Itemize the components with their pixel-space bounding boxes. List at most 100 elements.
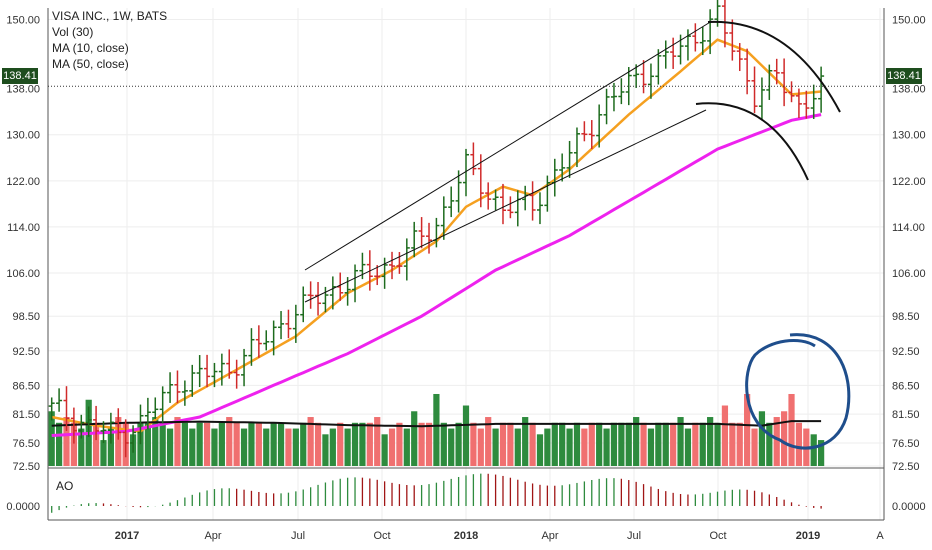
volume-bar <box>448 428 455 466</box>
legend-ma50: MA (50, close) <box>52 57 129 71</box>
volume-bar <box>292 428 299 466</box>
volume-bar <box>529 422 536 466</box>
x-tick-label: Oct <box>373 530 390 542</box>
price-bars <box>48 0 825 458</box>
y-tick-label: 92.50 <box>892 346 920 358</box>
y-tick-label: 106.00 <box>6 268 40 280</box>
volume-bar <box>788 393 795 466</box>
volume-bar <box>63 417 70 466</box>
y-tick-label: 150.00 <box>892 15 926 27</box>
y-tick-label: 122.00 <box>892 176 926 188</box>
volume-bar <box>662 422 669 466</box>
volume-bar <box>152 417 159 466</box>
volume-bar <box>270 422 277 466</box>
volume-bar <box>514 428 521 466</box>
ao-tick-label: 0.0000 <box>892 501 926 513</box>
legend-symbol: VISA INC., 1W, BATS <box>52 9 168 23</box>
x-tick-label: Apr <box>541 530 558 542</box>
volume-bar <box>433 393 440 466</box>
legend-ma10: MA (10, close) <box>52 41 129 55</box>
y-tick-label: 98.50 <box>892 311 920 323</box>
volume-bar <box>758 411 766 466</box>
volume-bar <box>477 428 484 466</box>
volume-bar <box>507 422 514 466</box>
volume-bar <box>721 405 729 466</box>
volume-bar <box>344 428 351 466</box>
volume-bar <box>189 428 196 466</box>
y-tick-label: 92.50 <box>12 346 40 358</box>
volume-bar <box>729 422 736 466</box>
x-tick-label: 2019 <box>796 530 820 542</box>
price-tag-right: 138.41 <box>886 68 922 84</box>
volume-bar <box>618 422 625 466</box>
volume-bar <box>359 422 366 466</box>
volume-bar <box>218 422 225 466</box>
x-tick-label: Jul <box>291 530 305 542</box>
volume-bar <box>536 434 544 466</box>
volume-bar <box>581 428 588 466</box>
volume-bar <box>144 422 151 466</box>
volume-bar <box>492 428 499 466</box>
volume-bar <box>781 411 788 466</box>
volume-bar <box>736 422 743 466</box>
y-tick-label: 98.50 <box>12 311 40 323</box>
x-tick-label: Jul <box>627 530 641 542</box>
volume-bar <box>314 422 322 466</box>
volume-bar <box>181 422 188 466</box>
volume-bar <box>226 417 233 466</box>
volume-bar <box>329 428 336 466</box>
volume-bar <box>285 428 292 466</box>
ao-tick-label: 0.0000 <box>6 501 40 513</box>
x-tick-label: Oct <box>709 530 726 542</box>
channel-lower-line <box>304 109 707 303</box>
y-tick-label: 138.00 <box>6 84 40 96</box>
volume-bar <box>744 393 751 466</box>
volume-bar <box>337 422 344 466</box>
volume-bar <box>647 428 655 466</box>
y-tick-label: 86.50 <box>12 380 40 392</box>
volume-bar <box>137 422 144 466</box>
volume-bar <box>603 428 610 466</box>
volume-bar <box>462 405 470 466</box>
volume-bar <box>233 422 240 466</box>
volume-bar <box>351 422 359 466</box>
volume-bar <box>699 422 706 466</box>
resistance-arc <box>707 20 841 113</box>
price-tag-left: 138.41 <box>2 68 38 84</box>
volume-bar <box>596 422 603 466</box>
volume-bar <box>677 417 684 466</box>
volume-bar <box>625 422 632 466</box>
volume-bar <box>566 428 573 466</box>
volume-bar <box>522 417 529 466</box>
volume-bar <box>381 434 388 466</box>
volume-bar <box>499 422 507 466</box>
volume-bar <box>300 422 307 466</box>
volume-bar <box>810 434 817 466</box>
volume-bar <box>485 417 492 466</box>
ao-panel: 0.0000 0.0000 <box>6 473 926 513</box>
volume-bar <box>425 422 433 466</box>
volume-ma-line <box>51 420 822 428</box>
volume-bar <box>573 422 581 466</box>
volume-bar <box>322 434 329 466</box>
volume-bar <box>714 422 721 466</box>
volume-bar <box>248 422 255 466</box>
volume-bar <box>174 417 181 466</box>
y-tick-label: 114.00 <box>7 222 40 234</box>
x-tick-label: A <box>876 530 884 542</box>
volume-bar <box>366 422 373 466</box>
volume-bar <box>255 422 262 466</box>
volume-bar <box>655 422 662 466</box>
y-tick-label: 86.50 <box>892 380 920 392</box>
volume-bar <box>551 422 558 466</box>
y-tick-label: 130.00 <box>6 130 40 142</box>
volume-bar <box>633 417 640 466</box>
volume-bar <box>100 440 107 466</box>
y-tick-label: 106.00 <box>892 268 926 280</box>
ao-label: AO <box>56 479 74 493</box>
volume-bar <box>277 422 285 466</box>
volume-bar <box>70 422 78 466</box>
x-tick-label: 2018 <box>454 530 478 542</box>
legend: VISA INC., 1W, BATS Vol (30) MA (10, clo… <box>52 8 167 72</box>
